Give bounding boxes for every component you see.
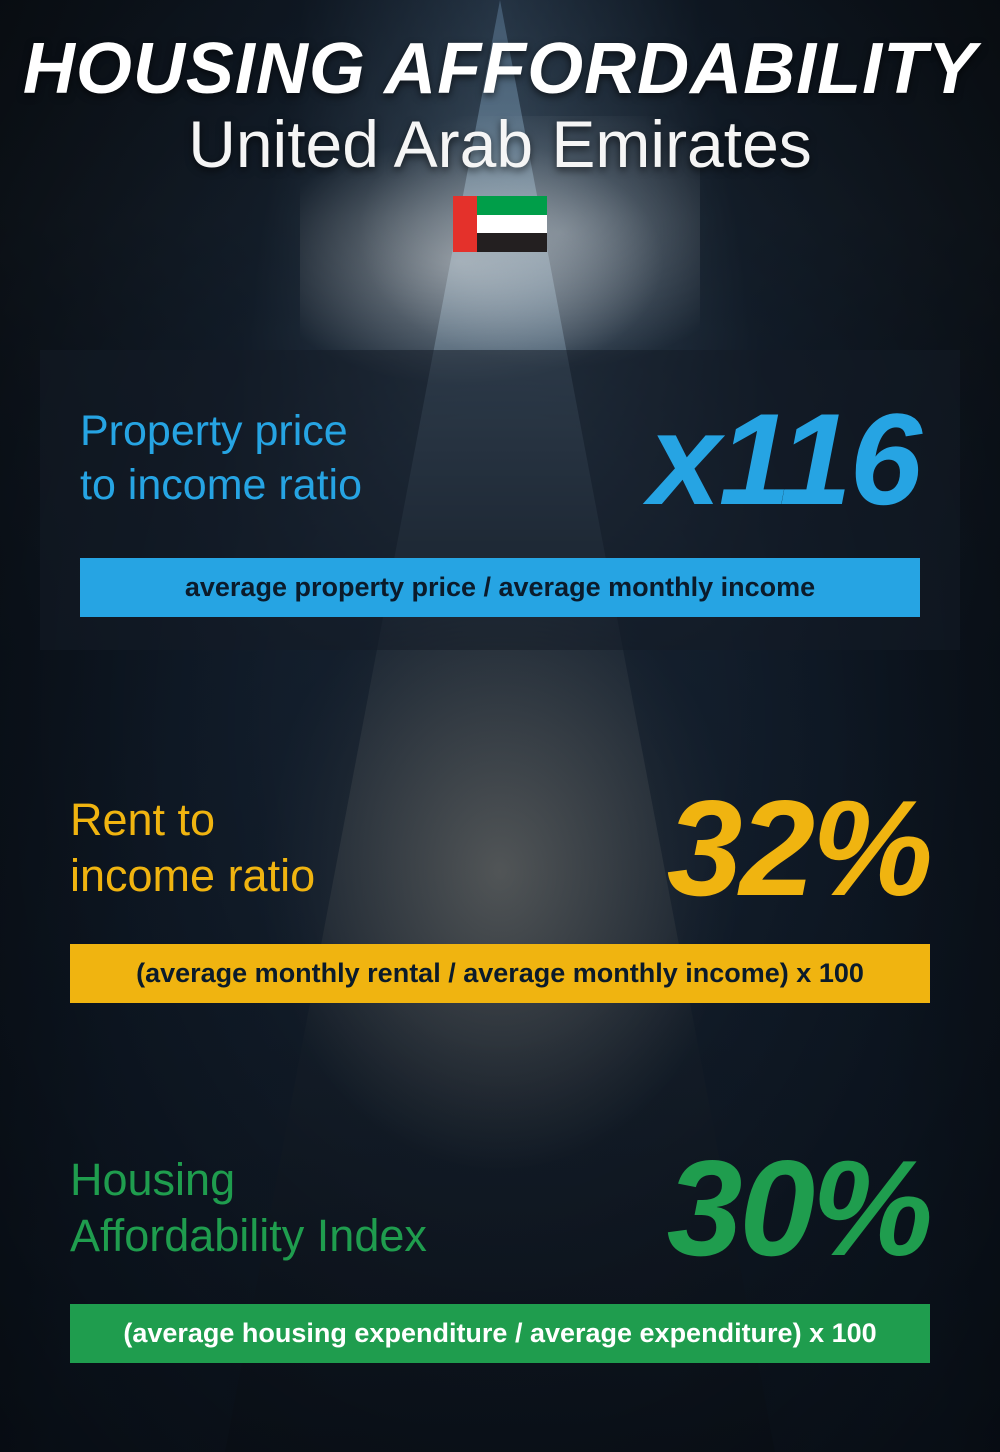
metric-label: Housing Affordability Index bbox=[70, 1152, 427, 1265]
uae-flag-icon bbox=[453, 196, 547, 252]
infographic-content: HOUSING AFFORDABILITY United Arab Emirat… bbox=[0, 0, 1000, 1452]
metric-formula: average property price / average monthly… bbox=[80, 558, 920, 617]
metric-label: Property price to income ratio bbox=[80, 405, 362, 513]
metric-label: Rent to income ratio bbox=[70, 792, 315, 905]
page-title: HOUSING AFFORDABILITY bbox=[0, 0, 1000, 110]
metric-formula: (average housing expenditure / average e… bbox=[70, 1304, 930, 1363]
metric-value: x116 bbox=[648, 394, 920, 524]
metric-section-rent: Rent to income ratio 32% (average monthl… bbox=[70, 780, 930, 1003]
metric-formula: (average monthly rental / average monthl… bbox=[70, 944, 930, 1003]
metric-value: 30% bbox=[667, 1140, 930, 1276]
page-subtitle: United Arab Emirates bbox=[0, 106, 1000, 182]
metric-section-affordability-index: Housing Affordability Index 30% (average… bbox=[70, 1140, 930, 1363]
flag-container bbox=[0, 196, 1000, 257]
metric-value: 32% bbox=[667, 780, 930, 916]
metric-card-property-price: Property price to income ratio x116 aver… bbox=[40, 350, 960, 650]
